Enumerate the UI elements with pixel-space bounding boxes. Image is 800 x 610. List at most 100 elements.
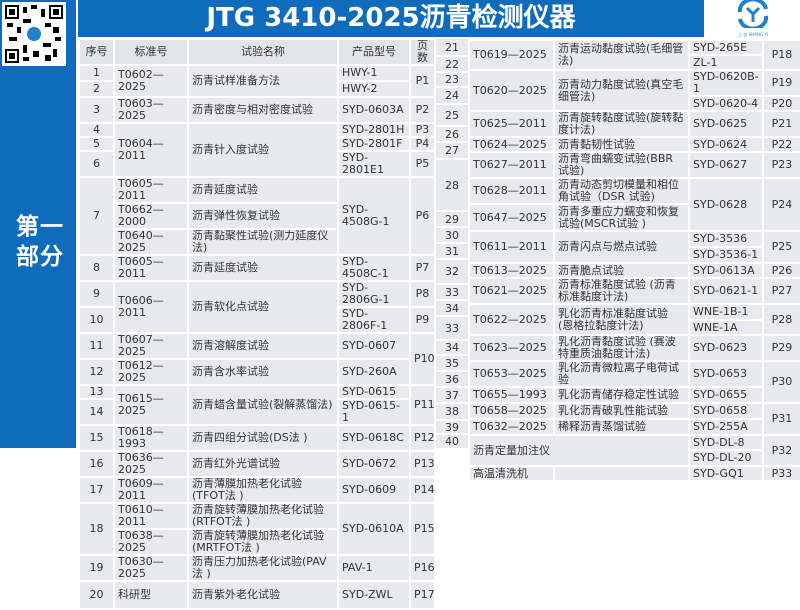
test-name-cell: 沥青闪点与燃点试验 <box>553 230 690 264</box>
model-cell: SYD-2801H <box>337 122 411 138</box>
page-cell: P29 <box>762 334 800 362</box>
test-name-cell: 乳化沥青标准黏度试验 (恩格拉黏度计法) <box>553 303 690 336</box>
model-cell: SYD-2806F-1 <box>337 306 411 334</box>
seq-cell: 29 <box>434 211 470 227</box>
table-row: SYD-0620-4 P20 <box>469 95 800 112</box>
table-row: 9 T0606—2011 沥青软化点试验 SYD-2806G-1 P8 <box>78 280 436 334</box>
standard-cell: T0612—2025 <box>113 358 189 386</box>
page-cell: P25 <box>762 230 800 264</box>
seq-cell: 5 <box>78 136 115 152</box>
model-cell: SYD-260A <box>337 358 411 386</box>
test-name-cell: 沥青延度试验 <box>187 176 339 204</box>
test-name-cell: 沥青含水率试验 <box>187 358 339 386</box>
table-row: T0611—2011 沥青闪点与燃点试验 SYD-3536 P25 <box>468 230 800 264</box>
model-cell: SYD-DL-20 <box>688 449 764 467</box>
table-row: T0653—2025 乳化沥青微粒离子电荷试验 SYD-0653 P30 <box>468 360 800 404</box>
section-label-line1: 第一 <box>16 214 64 240</box>
model-cell: SYD-0618C <box>337 424 411 452</box>
model-cell: SYD-265E <box>688 39 764 56</box>
page-cell: P20 <box>762 95 800 112</box>
qr-code <box>2 2 66 66</box>
model-cell: SYD-0655 <box>688 386 764 404</box>
table-row: 7 T0605—2011 沥青延度试验 SYD-4508G-1 P6 <box>78 176 436 256</box>
test-name-cell: 沥青溶解度试验 <box>187 332 339 360</box>
page-cell: P19 <box>762 69 800 97</box>
right-seq-column: 21 22 23 24 25 26 27 28 29 30 31 32 33 34 33 34 35 36 37 38… <box>434 38 470 449</box>
test-name-cell: 沥青压力加热老化试验(PAV法 ) <box>187 554 339 582</box>
test-name-cell: 沥青多重应力蠕变和恢复试验(MSCR试验 ) <box>553 203 690 232</box>
seq-cell: 19 <box>78 554 115 582</box>
test-name-cell: 乳化沥青黏度试验 (赛波特重质油黏度计法) <box>553 334 690 362</box>
standard-cell: T0658—2025 <box>468 402 555 420</box>
header-model: 产品型号 <box>337 38 411 66</box>
table-row: 15 T0618—1993 沥青四组分试验(DS法 ) SYD-0618C P1… <box>78 424 436 452</box>
standard-cell: T0653—2025 <box>468 360 555 388</box>
test-name-cell: 沥青黏聚性试验(测力延度仪法) <box>187 228 339 256</box>
model-cell: WNE-1A <box>688 319 764 336</box>
standard-cell: T0624—2025 <box>468 136 555 153</box>
table-row: 13 T0615—2025 沥青蜡含量试验(裂解蒸馏法) SYD-0615 P1… <box>78 384 436 426</box>
test-name-cell: 稀释沥青蒸馏试验 <box>553 418 690 436</box>
page-cell: P30 <box>762 360 800 404</box>
standard-cell: T0619—2025 <box>468 39 555 71</box>
model-cell: HWY-1 <box>337 64 411 82</box>
standard-cell: 科研型 <box>113 580 189 610</box>
test-name-cell: 沥青弯曲蠕变试验(BBR 试验) <box>553 151 690 179</box>
page-cell: P5 <box>409 150 436 178</box>
table-row: 16 T0636—2025 沥青红外光谱试验 SYD-0672 P13 <box>78 450 436 478</box>
table-row: 20 科研型 沥青紫外老化试验 SYD-ZWL P17 <box>78 580 436 610</box>
seq-cell: 33 <box>434 316 470 340</box>
seq-cell: 4 <box>78 122 115 138</box>
seq-cell: 34 <box>434 340 470 355</box>
model-cell: SYD-0610A <box>337 502 411 556</box>
seq-cell: 14 <box>78 398 115 426</box>
instrument-name-cell: 沥青定量加注仪 <box>468 434 690 467</box>
model-cell: HWY-2 <box>337 80 411 98</box>
table-row: T0625—2011 沥青旋转黏度试验(旋转黏度计法) SYD-0625 P21 <box>468 110 800 138</box>
seq-cell: 2 <box>78 80 115 98</box>
standard-cell: T0621—2025 <box>468 277 555 305</box>
seq-cell: 1 <box>78 64 115 82</box>
page-cell: P21 <box>762 110 800 138</box>
right-instrument-table: T0619—2025 沥青运动黏度试验(毛细管法) SYD-265E P18 Z… <box>468 39 800 482</box>
table-row: T0628—2011 沥青动态剪切模量和相位角试验（DSR 试验) SYD-06… <box>468 177 800 232</box>
standard-cell: T0640—2025 <box>113 228 189 256</box>
page-cell: P3 <box>409 122 436 138</box>
table-row: T0623—2025 乳化沥青黏度试验 (赛波特重质油黏度计法) SYD-062… <box>468 334 800 362</box>
test-name-cell: 沥青标准黏度试验 (沥青标准黏度计法) <box>553 277 690 305</box>
page-cell: P28 <box>762 303 800 336</box>
seq-cell: 37 <box>434 387 470 403</box>
left-instrument-table: 序号 标准号 试验名称 产品型号 页数 1 T0602—2025 沥青试样准备方… <box>78 38 436 610</box>
seq-cell: 27 <box>434 142 470 159</box>
seq-cell: 32 <box>434 259 470 284</box>
empty-cell <box>553 465 690 482</box>
seq-cell: 35 <box>434 355 470 371</box>
table-row: T0621—2025 沥青标准黏度试验 (沥青标准黏度计法) SYD-0621-… <box>468 277 800 305</box>
logo-text: 上 仪 SHANG YI <box>738 32 768 37</box>
standard-cell: T0602—2025 <box>113 64 189 98</box>
page-cell: P6 <box>409 176 436 256</box>
model-cell: SYD-3536 <box>688 230 764 248</box>
table-row: 11 T0607—2025 沥青溶解度试验 SYD-0607 P10 <box>78 332 436 386</box>
standard-cell: T0606—2011 <box>113 280 189 334</box>
page-cell: P8 <box>409 280 436 308</box>
page-cell: P24 <box>762 177 800 232</box>
page-cell: P23 <box>762 151 800 179</box>
page-cell: P16 <box>409 554 436 582</box>
test-name-cell: 乳化沥青微粒离子电荷试验 <box>553 360 690 388</box>
test-name-cell: 沥青试样准备方法 <box>187 64 339 98</box>
test-name-cell: 沥青薄膜加热老化试验(TFOT法 ) <box>187 476 339 504</box>
model-cell: SYD-0627 <box>688 151 764 179</box>
test-name-cell: 沥青软化点试验 <box>187 280 339 334</box>
seq-cell: 26 <box>434 126 470 142</box>
model-cell: PAV-1 <box>337 554 411 582</box>
standard-cell: T0627—2011 <box>468 151 555 179</box>
page-cell: P27 <box>762 277 800 305</box>
standard-cell: T0662—2000 <box>113 202 189 230</box>
model-cell: SYD-4508G-1 <box>337 176 411 256</box>
standard-cell: T0632—2025 <box>468 418 555 436</box>
standard-cell: T0605—2011 <box>113 254 189 282</box>
test-name-cell: 沥青弹性恢复试验 <box>187 202 339 230</box>
page-cell: P15 <box>409 502 436 556</box>
table-row: 4 T0604—2011 沥青针入度试验 SYD-2801H P3 <box>78 122 436 178</box>
